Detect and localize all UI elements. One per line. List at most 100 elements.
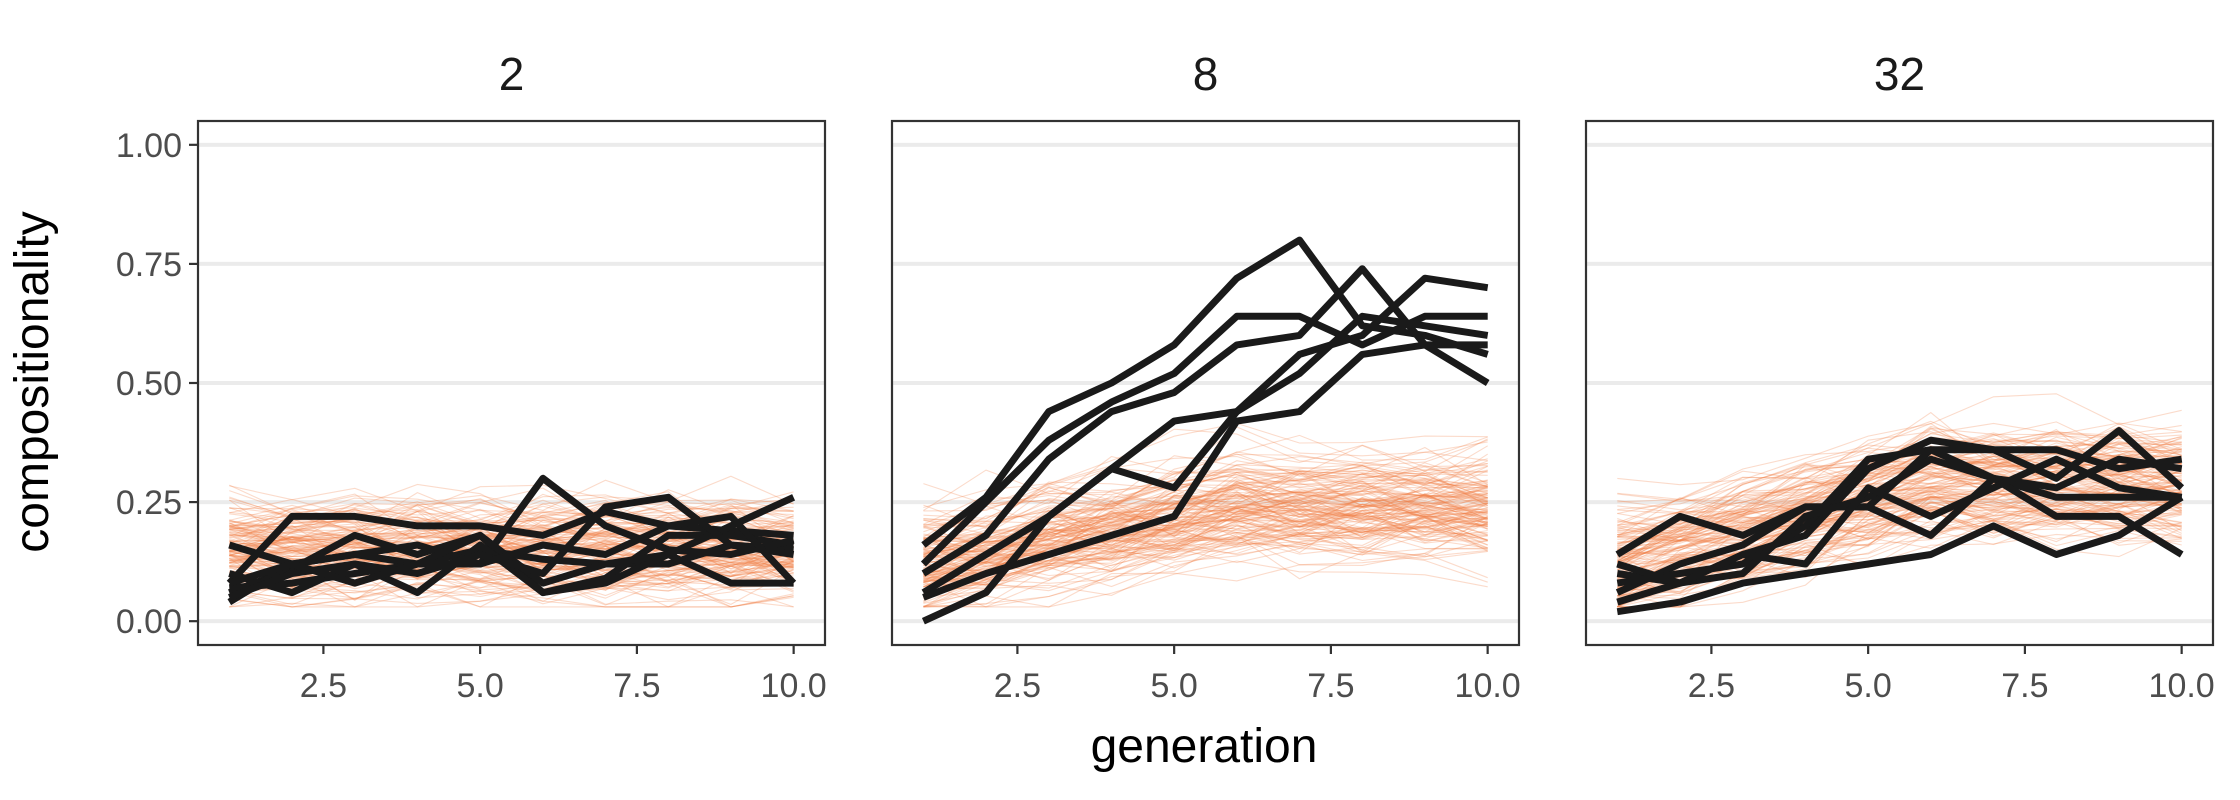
baseline-line bbox=[923, 520, 1488, 596]
series-line-5 bbox=[921, 312, 1489, 625]
baseline-line bbox=[923, 489, 1488, 557]
baseline-line bbox=[923, 486, 1488, 556]
baseline-line bbox=[1617, 455, 2182, 558]
baseline-line bbox=[1617, 475, 2182, 564]
baseline-line bbox=[923, 478, 1488, 559]
plot-area bbox=[920, 236, 1490, 625]
baseline-line bbox=[229, 574, 794, 608]
baseline-line bbox=[1617, 464, 2182, 564]
baseline-line bbox=[1617, 422, 2182, 500]
facet-panels: 2 2.5 5.0 7.5 10.0 0.00 0.25 0.50 0.75 1.00 8 2.5 5.… bbox=[116, 48, 2215, 705]
baseline-line bbox=[229, 514, 794, 561]
baseline-line bbox=[923, 464, 1488, 525]
x-tick-label: 5.0 bbox=[457, 667, 504, 705]
baseline-line bbox=[923, 535, 1488, 591]
baseline-line bbox=[229, 585, 794, 608]
x-tick-label: 2.5 bbox=[1688, 667, 1735, 705]
panel-border bbox=[890, 119, 1521, 647]
x-tick-label: 5.0 bbox=[1845, 667, 1892, 705]
baseline-line bbox=[923, 560, 1488, 608]
baseline-line bbox=[229, 590, 794, 608]
series-line-7 bbox=[1616, 455, 2183, 606]
baseline-line bbox=[1617, 435, 2182, 543]
baseline-line bbox=[923, 479, 1488, 552]
baseline-line bbox=[923, 428, 1488, 509]
facet-panel-32: 32 2.5 5.0 7.5 10.0 bbox=[1584, 48, 2215, 705]
baseline-line bbox=[923, 490, 1488, 550]
baseline-line bbox=[229, 553, 794, 593]
x-tick-label: 10.0 bbox=[761, 667, 827, 705]
baseline-line bbox=[923, 498, 1488, 553]
baseline-line bbox=[923, 533, 1488, 590]
baseline-line bbox=[229, 575, 794, 608]
baseline-line bbox=[923, 487, 1488, 562]
baseline-line bbox=[923, 515, 1488, 586]
baseline-line bbox=[923, 522, 1488, 608]
baseline-line bbox=[1617, 461, 2182, 571]
baseline-line bbox=[923, 497, 1488, 608]
baseline-line bbox=[229, 491, 794, 532]
baseline-line bbox=[923, 470, 1488, 528]
baseline-line bbox=[923, 482, 1488, 539]
series-line-6 bbox=[922, 341, 1488, 601]
baseline-line bbox=[229, 557, 794, 598]
facet-title: 2 bbox=[499, 48, 525, 100]
baseline-line bbox=[923, 552, 1488, 608]
baseline-line bbox=[1617, 474, 2182, 565]
baseline-line bbox=[923, 504, 1488, 582]
baseline-line bbox=[1617, 491, 2182, 593]
series-line-2 bbox=[920, 312, 1488, 567]
baseline-line bbox=[923, 538, 1488, 591]
baseline-line bbox=[1617, 488, 2182, 596]
baseline-line bbox=[229, 494, 794, 527]
baseline-line bbox=[923, 460, 1488, 545]
x-tick-label: 10.0 bbox=[2149, 667, 2215, 705]
baseline-line bbox=[229, 567, 794, 606]
plot-area bbox=[1615, 393, 2185, 616]
baseline-line bbox=[923, 467, 1488, 551]
baseline-line bbox=[923, 465, 1488, 551]
baseline-line bbox=[923, 504, 1488, 575]
baseline-line bbox=[229, 581, 794, 608]
baseline-line bbox=[1617, 487, 2182, 565]
baseline-line bbox=[923, 480, 1488, 555]
baseline-line bbox=[923, 455, 1488, 528]
baseline-line bbox=[1617, 425, 2182, 511]
x-tick-label: 2.5 bbox=[994, 667, 1041, 705]
y-tick-label: 0.00 bbox=[116, 603, 182, 641]
baseline-line bbox=[923, 527, 1488, 608]
baseline-line bbox=[923, 458, 1488, 528]
baseline-line bbox=[923, 520, 1488, 598]
baseline-line bbox=[229, 568, 794, 608]
baseline-line bbox=[923, 535, 1488, 608]
x-tick-label: 7.5 bbox=[2001, 667, 2048, 705]
baseline-line bbox=[1617, 480, 2182, 599]
baseline-line bbox=[923, 510, 1488, 599]
baseline-line bbox=[923, 480, 1488, 545]
baseline-line bbox=[229, 535, 794, 568]
facet-title: 8 bbox=[1193, 48, 1219, 100]
baseline-line bbox=[229, 525, 794, 565]
baseline-line bbox=[229, 560, 794, 608]
baseline-line bbox=[1616, 462, 2182, 563]
baseline-line bbox=[229, 569, 794, 599]
baseline-line bbox=[1617, 462, 2182, 563]
baseline-line bbox=[923, 474, 1488, 549]
x-tick-label: 10.0 bbox=[1455, 667, 1521, 705]
baseline-line bbox=[229, 565, 794, 598]
baseline-line bbox=[923, 470, 1488, 548]
series-line-8 bbox=[228, 512, 797, 587]
x-tick-label: 5.0 bbox=[1151, 667, 1198, 705]
baseline-line bbox=[1617, 436, 2182, 524]
baseline-line bbox=[923, 464, 1488, 539]
x-tick-label: 7.5 bbox=[613, 667, 660, 705]
baseline-line bbox=[1617, 425, 2182, 526]
baseline-line bbox=[229, 484, 794, 514]
facet-panel-8: 8 2.5 5.0 7.5 10.0 bbox=[890, 48, 1521, 705]
baseline-line bbox=[923, 510, 1488, 581]
baseline-line bbox=[923, 503, 1488, 596]
baseline-line bbox=[1617, 442, 2182, 536]
baseline-line bbox=[923, 453, 1488, 524]
baseline-line bbox=[923, 469, 1488, 554]
